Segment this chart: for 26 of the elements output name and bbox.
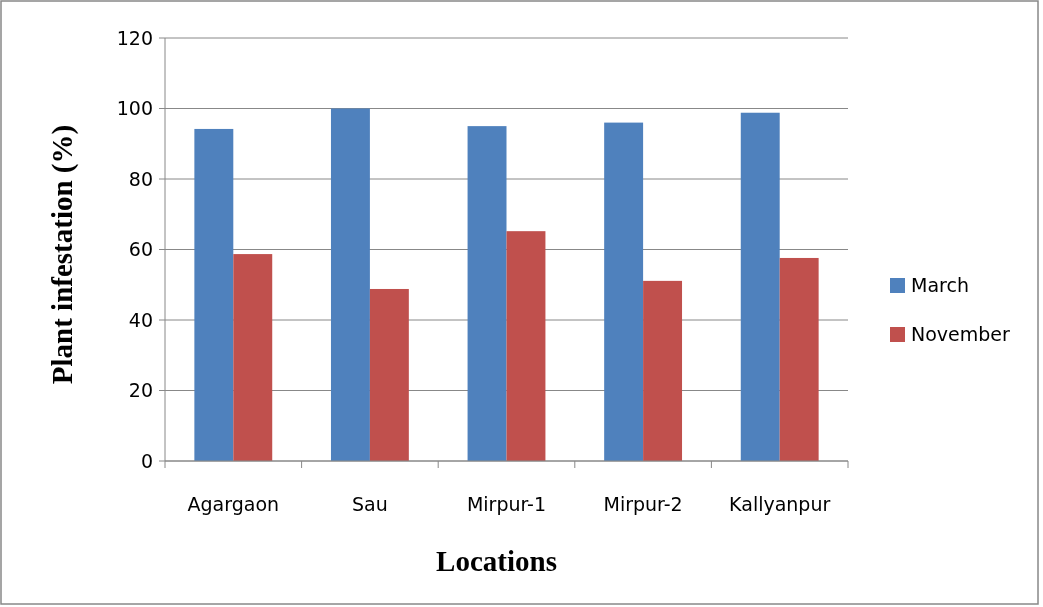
bar	[194, 128, 234, 461]
bar	[740, 112, 780, 461]
bar	[779, 257, 819, 461]
x-tick-label: Agargaon	[187, 493, 280, 515]
y-tick-label: 0	[140, 449, 153, 472]
bar	[330, 108, 370, 461]
y-tick-label: 20	[128, 379, 153, 402]
bar	[369, 288, 409, 461]
x-tick-label: Kallyanpur	[729, 493, 831, 515]
x-tick-label: Sau	[352, 493, 388, 515]
y-axis-title: Plant infestation (%)	[46, 124, 79, 385]
y-tick-label: 60	[128, 238, 153, 261]
x-tick-label: Mirpur-2	[603, 493, 683, 515]
bar	[233, 254, 273, 461]
legend-label: November	[911, 322, 1011, 345]
bar	[643, 280, 683, 461]
bar	[604, 122, 644, 461]
y-tick-label: 40	[128, 308, 153, 331]
y-tick-label: 80	[128, 167, 153, 190]
bar	[506, 231, 546, 461]
bar	[467, 126, 507, 461]
x-axis-title: Locations	[436, 545, 557, 577]
legend-label: March	[911, 273, 969, 296]
y-tick-label: 100	[116, 97, 153, 120]
y-tick-label: 120	[116, 26, 153, 49]
x-tick-label: Mirpur-1	[466, 493, 547, 515]
